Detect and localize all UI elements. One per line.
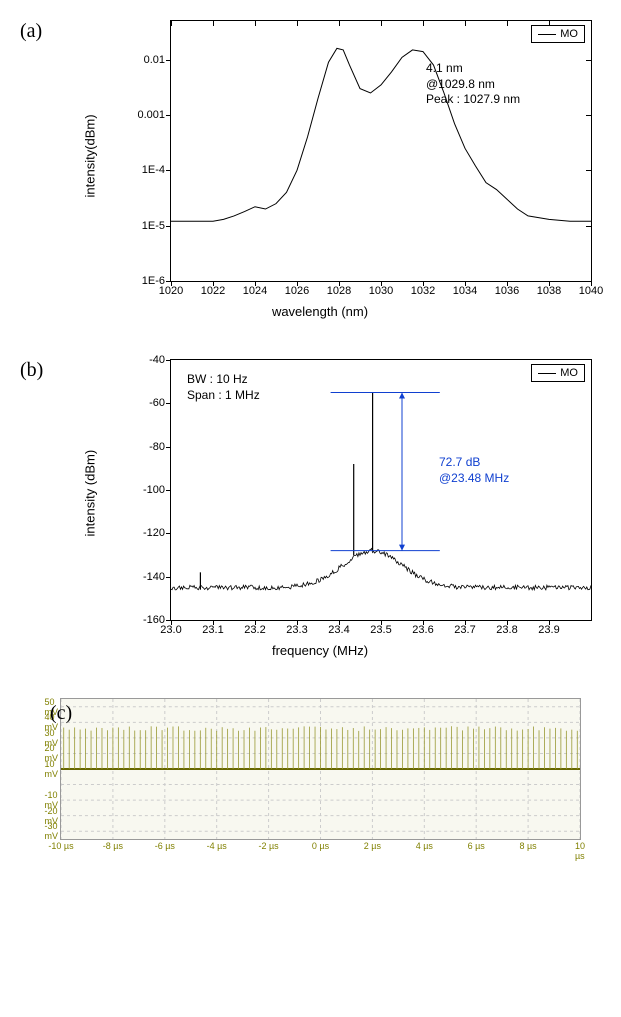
legend-text-b: MO: [560, 367, 578, 379]
chart-b: MO BW : 10 HzSpan : 1 MHz 72.7 dB@23.48 …: [170, 359, 592, 621]
ylabel-b: intensity (dBm): [83, 437, 98, 537]
scope-c: -30 mV-20 mV-10 mV10 mV20 mV30 mV40 mV50…: [60, 698, 581, 840]
panel-label-a: (a): [20, 20, 42, 43]
info-b: BW : 10 HzSpan : 1 MHz: [187, 372, 260, 403]
panel-label-b: (b): [20, 359, 43, 382]
figure-a: (a) intensity(dBm) MO 4.1 nm@1029.8 nmPe…: [20, 20, 601, 319]
scope-svg: [61, 699, 580, 839]
legend-b: MO: [531, 364, 585, 382]
annotation-a: 4.1 nm@1029.8 nmPeak : 1027.9 nm: [426, 61, 520, 108]
chart-a: MO 4.1 nm@1029.8 nmPeak : 1027.9 nm 1020…: [170, 20, 592, 282]
legend-text-a: MO: [560, 28, 578, 40]
ylabel-a: intensity(dBm): [83, 98, 98, 198]
xlabel-a: wavelength (nm): [110, 304, 530, 319]
figure-c: (c) -30 mV-20 mV-10 mV10 mV20 mV30 mV40 …: [20, 698, 601, 840]
legend-a: MO: [531, 25, 585, 43]
annotation-b: 72.7 dB@23.48 MHz: [439, 455, 509, 486]
legend-line-icon: [538, 34, 556, 35]
panel-label-c: (c): [50, 702, 72, 725]
xlabel-b: frequency (MHz): [110, 643, 530, 658]
figure-b: (b) intensity (dBm) MO BW : 10 HzSpan : …: [20, 359, 601, 658]
plot-a-svg: [171, 21, 591, 281]
legend-line-icon: [538, 373, 556, 374]
